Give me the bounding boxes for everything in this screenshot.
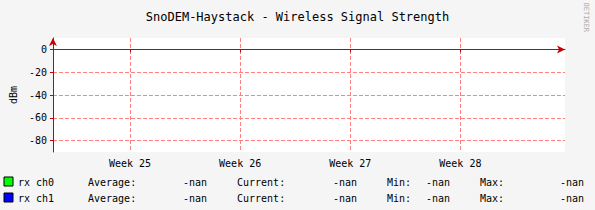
- svg-text:Average:: Average:: [88, 193, 136, 204]
- svg-text:-nan: -nan: [333, 177, 357, 188]
- svg-text:Current:: Current:: [237, 193, 285, 204]
- svg-text:-nan: -nan: [183, 177, 207, 188]
- svg-text:-60: -60: [29, 112, 47, 123]
- svg-text:Week 25: Week 25: [109, 158, 151, 169]
- svg-text:-nan: -nan: [426, 193, 450, 204]
- svg-text:-nan: -nan: [560, 193, 584, 204]
- svg-text:rx ch0: rx ch0: [18, 177, 54, 188]
- svg-text:-40: -40: [29, 90, 47, 101]
- svg-text:Current:: Current:: [237, 177, 285, 188]
- svg-text:-nan: -nan: [426, 177, 450, 188]
- svg-text:Week 26: Week 26: [219, 158, 261, 169]
- svg-text:dBm: dBm: [8, 86, 19, 104]
- svg-text:rx ch1: rx ch1: [18, 193, 54, 204]
- svg-text:SnoDEM-Haystack - Wireless Sig: SnoDEM-Haystack - Wireless Signal Streng…: [146, 10, 449, 24]
- svg-text:Min:: Min:: [387, 193, 411, 204]
- svg-text:-nan: -nan: [560, 177, 584, 188]
- svg-text:RRDTOOL / TOBI OETIKER: RRDTOOL / TOBI OETIKER: [582, 0, 590, 33]
- svg-text:Max:: Max:: [480, 193, 504, 204]
- svg-text:Average:: Average:: [88, 177, 136, 188]
- svg-text:Week 27: Week 27: [329, 158, 371, 169]
- svg-text:-nan: -nan: [333, 193, 357, 204]
- svg-text:-nan: -nan: [183, 193, 207, 204]
- svg-text:Max:: Max:: [480, 177, 504, 188]
- svg-text:-20: -20: [29, 67, 47, 78]
- svg-text:0: 0: [41, 44, 47, 55]
- svg-text:Week 28: Week 28: [439, 158, 481, 169]
- svg-text:Min:: Min:: [387, 177, 411, 188]
- svg-text:-80: -80: [29, 135, 47, 146]
